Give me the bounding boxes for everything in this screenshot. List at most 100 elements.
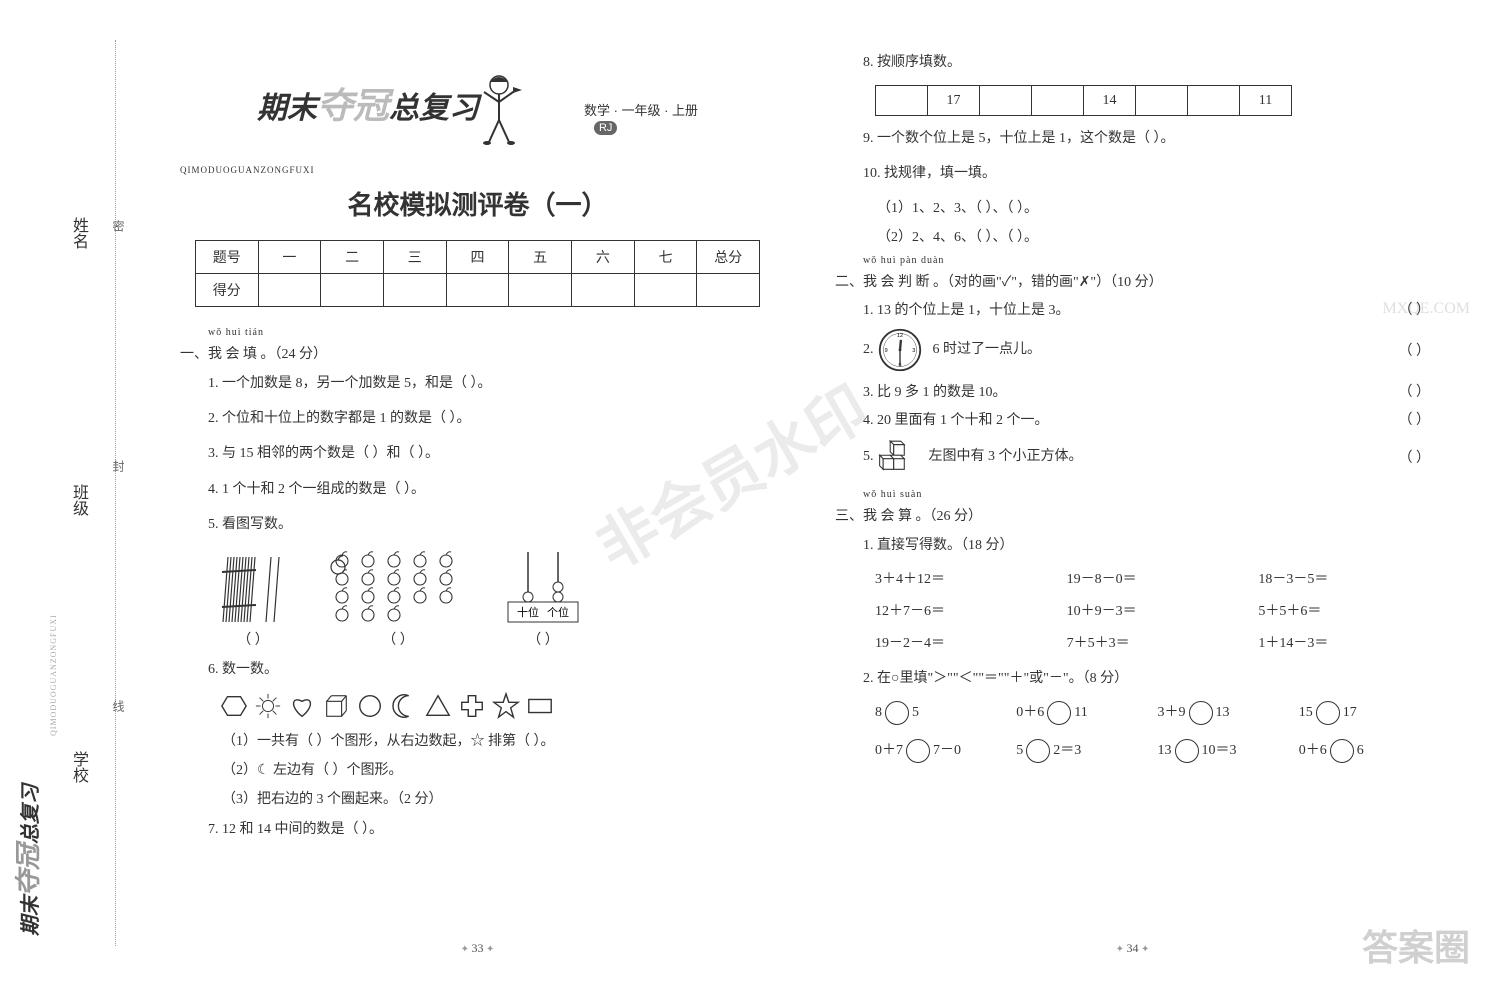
sc-h7: 七 xyxy=(634,241,697,274)
svg-text:3: 3 xyxy=(912,347,915,353)
s2-q2-pre: 2. xyxy=(863,342,874,357)
side-label-class: 班级 xyxy=(70,484,90,516)
svg-text:个位: 个位 xyxy=(547,605,569,619)
svg-text:12: 12 xyxy=(897,333,903,339)
calc-6: 19－2－4＝ xyxy=(875,632,1047,652)
header: 期末夺冠总复习 数学 · 一年级 · 上册 RJ xyxy=(180,50,775,160)
s1-q5-b1: （ ） xyxy=(237,629,269,649)
triangle-icon xyxy=(424,692,452,720)
s2-q5-text: 左图中有 3 个小正方体。 xyxy=(929,449,1083,464)
s1-q5-b2: （ ） xyxy=(382,629,414,649)
s1-q6-2: （2）☾ 左边有（ ）个图形。 xyxy=(222,759,775,779)
cmp-4: 0＋77－0 xyxy=(875,739,1006,763)
cut-mi: 密 xyxy=(110,220,127,232)
cut-feng: 封 xyxy=(110,460,127,472)
circle-icon xyxy=(356,692,384,720)
seq-4: 14 xyxy=(1084,86,1136,116)
sc-h6: 六 xyxy=(572,241,635,274)
s2-q4-blank: （ ） xyxy=(1330,409,1430,429)
svg-text:9: 9 xyxy=(885,347,888,353)
seq-5 xyxy=(1136,86,1188,116)
side-label-name: 姓名 xyxy=(70,217,90,249)
s2-q2: 2. 123 69 6 时过了一点儿。 （ ） xyxy=(863,327,1430,373)
page-num-left: 33 xyxy=(150,941,805,956)
heart-icon xyxy=(288,692,316,720)
cube-icon xyxy=(322,692,350,720)
cubes-icon xyxy=(877,437,921,477)
side-labels: 姓名 班级 学校 xyxy=(70,100,90,900)
s1-q5-images: （ ） （ ） xyxy=(208,547,775,649)
s3-q2: 2. 在○里填"＞""＜""＝""＋"或"－"。（8 分） xyxy=(863,666,1430,691)
s1-title: 一、我 会 填 。（24 分） xyxy=(180,343,775,363)
sc-h8: 总分 xyxy=(697,241,760,274)
calc-3: 12＋7－6＝ xyxy=(875,600,1047,620)
cmp-7: 0＋66 xyxy=(1299,739,1430,763)
s1-q8: 8. 按顺序填数。 xyxy=(863,50,1430,75)
sc-h3: 三 xyxy=(383,241,446,274)
calc-1: 19－8－0＝ xyxy=(1067,568,1239,588)
cmp-6: 1310＝3 xyxy=(1158,739,1289,763)
page-num-right: 34 xyxy=(805,941,1460,956)
right-column: 8. 按顺序填数。 17 14 11 9. 一个数个位上是 5，十位上是 1，这… xyxy=(805,30,1460,956)
shapes-row xyxy=(220,692,775,720)
s1-q10: 10. 找规律，填一填。 xyxy=(863,161,1430,186)
header-rj: RJ xyxy=(594,121,617,135)
s2-q5-pre: 5. xyxy=(863,449,874,464)
content: 期末夺冠总复习 数学 · 一年级 · 上册 RJ xyxy=(150,30,1460,956)
side-label-school: 学校 xyxy=(70,751,90,783)
score-table: 题号 一 二 三 四 五 六 七 总分 得分 xyxy=(195,240,760,307)
seq-2 xyxy=(980,86,1032,116)
header-pre: 期末 xyxy=(257,92,317,125)
score-header-row: 题号 一 二 三 四 五 六 七 总分 xyxy=(195,241,759,274)
s1-q4: 4. 1 个十和 2 个一组成的数是（ ）。 xyxy=(208,477,775,502)
calc-7: 7＋5＋3＝ xyxy=(1067,632,1239,652)
header-title: 期末夺冠总复习 xyxy=(257,92,479,125)
s2-q5: 5. 左图中有 3 个小正方体。 （ ） xyxy=(863,437,1430,477)
spine-title: 期末夺冠总复习 xyxy=(8,784,45,936)
section-3: wǒ huì suàn 三、我 会 算 。（26 分） 1. 直接写得数。（18… xyxy=(835,489,1430,763)
cross-icon xyxy=(458,692,486,720)
calc-5: 5＋5＋6＝ xyxy=(1258,600,1430,620)
s1-q5-b3: （ ） xyxy=(527,629,559,649)
s1-q1: 1. 一个加数是 8，另一个加数是 5，和是（ ）。 xyxy=(208,371,775,396)
seq-7: 11 xyxy=(1240,86,1292,116)
cut-line xyxy=(115,40,123,946)
header-subject: 数学 · 一年级 · 上册 xyxy=(584,103,698,118)
cmp-2: 3＋913 xyxy=(1158,701,1289,725)
star-icon xyxy=(492,692,520,720)
spine-pre: 期末 xyxy=(20,896,42,936)
s3-pinyin: wǒ huì suàn xyxy=(863,489,1430,500)
clock-icon: 123 69 xyxy=(877,327,923,373)
cmp-3: 1517 xyxy=(1299,701,1430,725)
s2-pinyin: wǒ huì pàn duàn xyxy=(863,255,1430,266)
s1-q10-2: （2）2、4、6、（ ）、（ ）。 xyxy=(877,226,1430,246)
rect-icon xyxy=(526,692,554,720)
cmp-1: 0＋611 xyxy=(1016,701,1147,725)
s2-q1: 1. 13 的个位上是 1，十位上是 3。 （ ） xyxy=(863,299,1430,319)
s1-q5: 5. 看图写数。 xyxy=(208,512,775,537)
compare-grid: 85 0＋611 3＋913 1517 0＋77－0 52＝3 1310＝3 0… xyxy=(875,701,1430,763)
s1-q6-1: （1）一共有（ ）个图形，从右边数起，☆ 排第（ ）。 xyxy=(222,730,775,750)
s1-q7: 7. 12 和 14 中间的数是（ ）。 xyxy=(208,817,775,842)
s2-q3-text: 3. 比 9 多 1 的数是 10。 xyxy=(863,381,1330,401)
s2-q2-text: 6 时过了一点儿。 xyxy=(933,342,1042,357)
seq-6 xyxy=(1188,86,1240,116)
s1-q6: 6. 数一数。 xyxy=(208,657,775,682)
sc-h4: 四 xyxy=(446,241,509,274)
hexagon-icon xyxy=(220,692,248,720)
s2-q4-text: 4. 20 里面有 1 个十和 2 个一。 xyxy=(863,409,1330,429)
header-pinyin: QIMODUOGUANZONGFUXI xyxy=(180,165,775,175)
s2-q4: 4. 20 里面有 1 个十和 2 个一。 （ ） xyxy=(863,409,1430,429)
s1-pinyin: wǒ huì tián xyxy=(208,327,775,338)
s3-title: 三、我 会 算 。（26 分） xyxy=(835,505,1430,525)
header-post: 总复习 xyxy=(389,92,479,125)
sc-h5: 五 xyxy=(509,241,572,274)
s2-q5-blank: （ ） xyxy=(1330,447,1430,467)
spine-duoguan: 夺冠 xyxy=(13,844,43,896)
s1-q3: 3. 与 15 相邻的两个数是（ ）和（ ）。 xyxy=(208,441,775,466)
s2-q2-blank: （ ） xyxy=(1330,340,1430,360)
cut-xian: 线 xyxy=(110,700,127,712)
seq-1: 17 xyxy=(928,86,980,116)
s1-q6-3: （3）把右边的 3 个圈起来。（2 分） xyxy=(222,788,775,808)
sticks-icon xyxy=(208,547,298,629)
